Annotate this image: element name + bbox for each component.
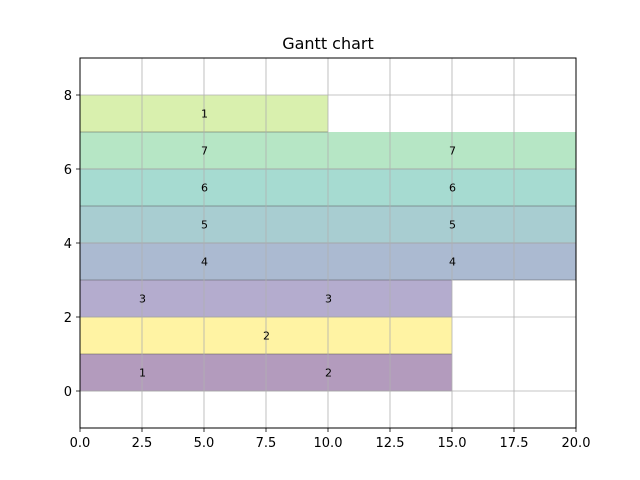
y-tick-label: 2: [64, 311, 72, 326]
y-tick-label: 6: [64, 163, 72, 178]
x-tick-label: 2.5: [132, 436, 153, 451]
bar-label: 1: [201, 108, 208, 121]
x-tick-label: 7.5: [256, 436, 277, 451]
x-axis: 0.0 2.5 5.0 7.5 10.0 12.5 15.0 17.5 20.0: [70, 428, 591, 451]
x-tick-label: 12.5: [376, 436, 405, 451]
bar-label: 2: [325, 367, 332, 380]
bar-label: 2: [263, 330, 270, 343]
y-tick-label: 8: [64, 89, 72, 104]
bar-label: 3: [139, 293, 146, 306]
x-tick-label: 17.5: [500, 436, 529, 451]
bar-label: 6: [201, 182, 208, 195]
bar-label: 3: [325, 293, 332, 306]
bar-label: 7: [201, 145, 208, 158]
bar-label: 1: [139, 367, 146, 380]
x-tick-label: 10.0: [314, 436, 343, 451]
x-tick-label: 5.0: [194, 436, 215, 451]
y-tick-label: 4: [64, 237, 72, 252]
y-axis: 0 2 4 6 8: [64, 89, 80, 400]
bar-labels-layer: 1 2 2 3 3 4 4 5 5 6 6 7 7 1: [139, 108, 456, 380]
x-tick-label: 20.0: [562, 436, 591, 451]
bar-label: 7: [449, 145, 456, 158]
bar-label: 5: [201, 219, 208, 232]
x-tick-label: 15.0: [438, 436, 467, 451]
chart-title: Gantt chart: [282, 34, 374, 53]
bar-label: 5: [449, 219, 456, 232]
x-tick-label: 0.0: [70, 436, 91, 451]
bar-label: 4: [449, 256, 456, 269]
bar-label: 6: [449, 182, 456, 195]
bar-label: 4: [201, 256, 208, 269]
grid-layer: [79, 58, 577, 428]
y-tick-label: 0: [64, 385, 72, 400]
